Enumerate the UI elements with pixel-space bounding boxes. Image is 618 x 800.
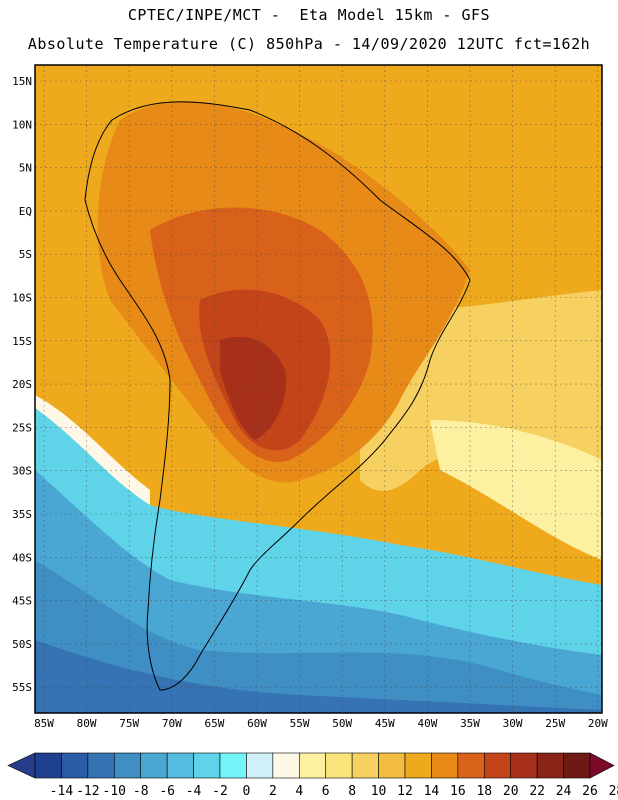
lat-label: 5N (19, 162, 32, 175)
lat-label: 15N (12, 75, 32, 88)
colorbar-label: 26 (582, 784, 598, 799)
lon-label: 85W (34, 717, 54, 730)
colorbar-swatch (510, 752, 538, 779)
lon-label: 80W (77, 717, 97, 730)
colorbar-swatch (563, 752, 591, 779)
colorbar-swatch (431, 752, 459, 779)
lat-label: 50S (12, 638, 32, 651)
colorbar-label: 2 (269, 784, 277, 799)
lat-label: 35S (12, 508, 32, 521)
map-frame (34, 64, 603, 714)
colorbar-label: 4 (295, 784, 303, 799)
colorbar-label: -12 (76, 784, 99, 799)
lat-label: 30S (12, 465, 32, 478)
colorbar-label: -6 (159, 784, 175, 799)
lat-label: 5S (19, 248, 32, 261)
colorbar-swatch (351, 752, 379, 779)
colorbar-swatch (87, 752, 115, 779)
colorbar-label: -2 (212, 784, 228, 799)
colorbar-label: 10 (371, 784, 387, 799)
colorbar: -14 -12 -10 -8 -6 -4 -2 0 2 4 6 8 10 12 14 16 18 20 22 24 26… (7, 752, 618, 799)
colorbar-label: 14 (424, 784, 440, 799)
colorbar-label: 16 (450, 784, 466, 799)
lon-label: 45W (375, 717, 395, 730)
colorbar-label: -14 (50, 784, 74, 799)
colorbar-left-arrow (7, 752, 36, 779)
lon-label: 70W (162, 717, 182, 730)
colorbar-swatch (166, 752, 194, 779)
colorbar-swatch (140, 752, 168, 779)
latitude-labels: 15N 10N 5N EQ 5S 10S 15S 20S 25S 30S 35S 40S 45S 50S 5… (12, 75, 32, 694)
cold-zone-4 (35, 560, 602, 713)
lat-label: 45S (12, 595, 32, 608)
longitude-labels: 85W 80W 75W 70W 65W 60W 55W 50W 45W 40W 35W 30W 25W 2… (34, 717, 608, 730)
lat-label: EQ (19, 205, 32, 218)
lon-label: 55W (290, 717, 310, 730)
continent-peak-core (220, 336, 286, 440)
colorbar-label: 18 (476, 784, 492, 799)
colorbar-label: -8 (133, 784, 149, 799)
colorbar-right-arrow (589, 752, 615, 779)
graticule (35, 65, 602, 713)
colorbar-label: 28 (609, 784, 618, 799)
lat-label: 55S (12, 681, 32, 694)
colorbar-swatch (34, 752, 62, 779)
colorbar-swatch (272, 752, 300, 779)
colorbar-label: 6 (322, 784, 330, 799)
colorbar-swatch (113, 752, 142, 779)
map-title-line1: CPTEC/INPE/MCT - Eta Model 15km - GFS (127, 6, 491, 24)
colorbar-swatch (457, 752, 485, 779)
colorbar-swatch (325, 752, 353, 779)
cold-zone-5 (35, 640, 602, 713)
colorbar-swatch (404, 752, 432, 779)
lat-label: 40S (12, 551, 32, 564)
colorbar-label: 12 (397, 784, 413, 799)
colorbar-label: 24 (556, 784, 572, 799)
lat-label: 10S (12, 292, 32, 305)
lon-label: 75W (119, 717, 139, 730)
colorbar-label: -10 (103, 784, 126, 799)
lat-label: 20S (12, 378, 32, 391)
colorbar-swatch (298, 752, 327, 779)
lon-label: 40W (417, 717, 437, 730)
colorbar-swatch (536, 752, 564, 779)
temperature-field (35, 65, 602, 713)
colorbar-swatch (193, 752, 221, 779)
south-america-coastline (84, 101, 471, 691)
colorbar-label: -4 (186, 784, 202, 799)
lon-label: 65W (204, 717, 224, 730)
colorbar-swatch (246, 752, 274, 779)
map-title-line2: Absolute Temperature (C) 850hPa - 14/09/… (27, 35, 591, 53)
colorbar-swatch (483, 752, 512, 779)
warm-zone-atlantic-2 (430, 420, 602, 560)
lon-label: 30W (503, 717, 523, 730)
colorbar-swatch (219, 752, 247, 779)
lon-label: 25W (545, 717, 565, 730)
lon-label: 20W (588, 717, 608, 730)
lon-label: 50W (332, 717, 352, 730)
colorbar-label: 22 (529, 784, 545, 799)
lon-label: 60W (247, 717, 267, 730)
colorbar-swatch (61, 752, 89, 779)
colorbar-swatch (378, 752, 406, 779)
colorbar-label: 20 (503, 784, 519, 799)
colorbar-label: 0 (243, 784, 251, 799)
colorbar-label: 8 (348, 784, 356, 799)
lon-label: 35W (460, 717, 480, 730)
lat-label: 15S (12, 335, 32, 348)
lat-label: 10N (12, 118, 32, 131)
lat-label: 25S (12, 421, 32, 434)
